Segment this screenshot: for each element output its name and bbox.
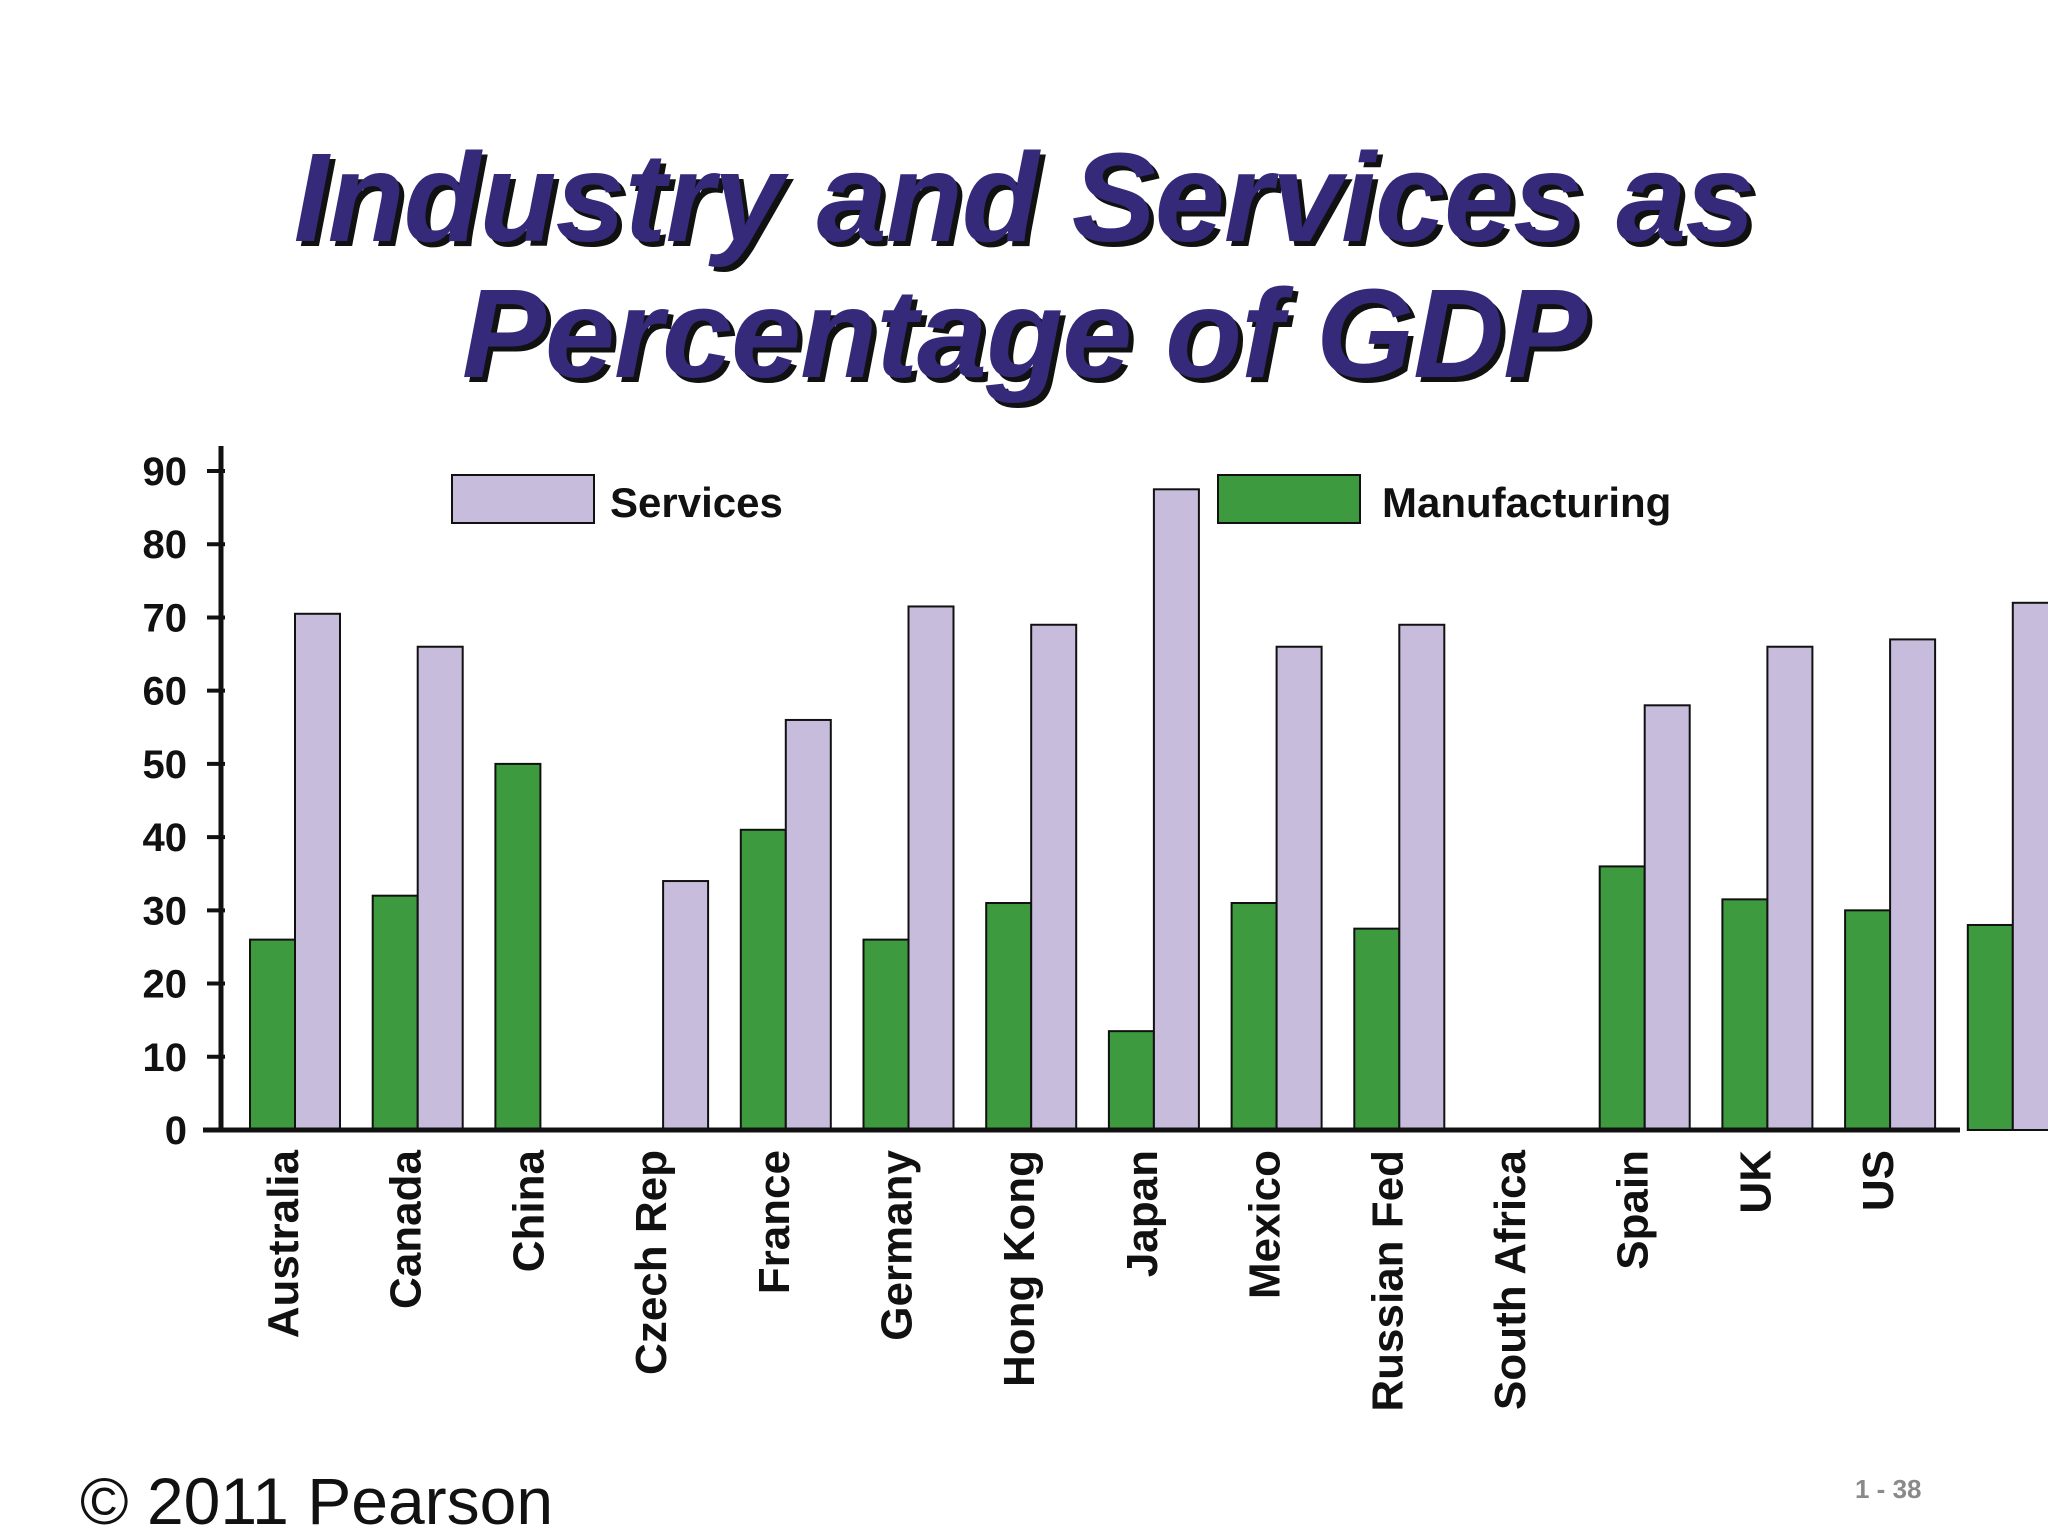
y-tick-label: 20 bbox=[143, 963, 188, 1007]
bar-services-us bbox=[1889, 638, 1937, 1132]
x-tick-label: Japan bbox=[1118, 1150, 1167, 1277]
bar-manufacturing-australia bbox=[249, 938, 296, 1131]
bar-manufacturing-germany bbox=[862, 938, 910, 1131]
copyright-text: © 2011 Pearson bbox=[80, 1464, 554, 1538]
y-tick-label: 50 bbox=[143, 743, 188, 787]
y-tick-label: 0 bbox=[165, 1109, 187, 1153]
x-labels-layer: Australia Canada China Czech Rep France Germa… bbox=[259, 1149, 1903, 1411]
bar-services-russian-fed bbox=[1398, 623, 1446, 1131]
bar-manufacturing-uk bbox=[1721, 898, 1769, 1131]
y-tick-label: 40 bbox=[143, 816, 188, 860]
bar-manufacturing-spain bbox=[1598, 865, 1646, 1132]
bar-manufacturing-france bbox=[739, 828, 787, 1131]
bar-services-spain bbox=[1643, 704, 1691, 1131]
bar-manufacturing-china bbox=[494, 762, 542, 1132]
title-line-2: Percentage of GDP bbox=[461, 263, 1587, 404]
bar-services-canada bbox=[416, 645, 464, 1131]
bar-manufacturing-japan bbox=[1107, 1030, 1155, 1132]
bar-services-group-15 bbox=[2011, 601, 2048, 1131]
bar-services-mexico bbox=[1275, 645, 1323, 1131]
legend: Services Manufacturing bbox=[451, 474, 1671, 526]
bar-services-czech-rep bbox=[662, 880, 710, 1131]
bar-services-hong-kong bbox=[1030, 623, 1078, 1131]
legend-label-manufacturing: Manufacturing bbox=[1382, 479, 1671, 526]
x-tick-label: South Africa bbox=[1486, 1149, 1535, 1409]
bar-services-japan bbox=[1152, 488, 1200, 1131]
bar-services-australia bbox=[294, 612, 341, 1131]
y-tick-label: 80 bbox=[143, 523, 188, 567]
y-tick-label: 60 bbox=[143, 670, 188, 714]
x-tick-label: US bbox=[1854, 1150, 1903, 1211]
legend-swatch-manufacturing bbox=[1217, 474, 1361, 524]
legend-label-services: Services bbox=[610, 479, 783, 526]
x-tick-label: Canada bbox=[382, 1149, 431, 1308]
bar-services-france bbox=[784, 718, 832, 1131]
legend-swatch-services bbox=[451, 474, 595, 524]
bar-manufacturing-canada bbox=[371, 894, 419, 1132]
axes-layer bbox=[203, 446, 1960, 1133]
bar-manufacturing-russian-fed bbox=[1353, 927, 1401, 1132]
bar-services-germany bbox=[907, 605, 955, 1131]
x-tick-label: China bbox=[504, 1149, 553, 1272]
x-tick-label: Australia bbox=[259, 1149, 308, 1338]
bar-manufacturing-hong-kong bbox=[985, 902, 1033, 1131]
bar-manufacturing-mexico bbox=[1230, 902, 1278, 1131]
x-tick-label: France bbox=[750, 1150, 799, 1294]
x-tick-label: Russian Fed bbox=[1363, 1150, 1412, 1412]
x-tick-label: Hong Kong bbox=[995, 1150, 1044, 1387]
slide-title: Industry and Services as Percentage of G… bbox=[0, 130, 2048, 402]
y-tick-label: 10 bbox=[143, 1036, 188, 1080]
x-tick-label: UK bbox=[1731, 1150, 1780, 1214]
y-ticks-layer: 0 10 20 30 40 50 60 70 80 90 bbox=[143, 450, 225, 1153]
x-tick-label: Spain bbox=[1609, 1150, 1658, 1270]
x-tick-label: Germany bbox=[873, 1149, 922, 1340]
y-tick-label: 90 bbox=[143, 450, 188, 494]
bars-layer bbox=[249, 488, 2048, 1132]
bar-services-uk bbox=[1766, 645, 1814, 1131]
slide-number: 1 - 38 bbox=[1855, 1474, 1922, 1504]
x-tick-label: Czech Rep bbox=[627, 1150, 676, 1375]
title-line-1: Industry and Services as bbox=[293, 127, 1756, 268]
x-tick-label: Mexico bbox=[1241, 1150, 1290, 1299]
bar-manufacturing-us bbox=[1844, 909, 1892, 1131]
y-tick-label: 30 bbox=[143, 889, 188, 933]
y-tick-label: 70 bbox=[143, 596, 188, 640]
bar-manufacturing-group-15 bbox=[1966, 923, 2014, 1131]
